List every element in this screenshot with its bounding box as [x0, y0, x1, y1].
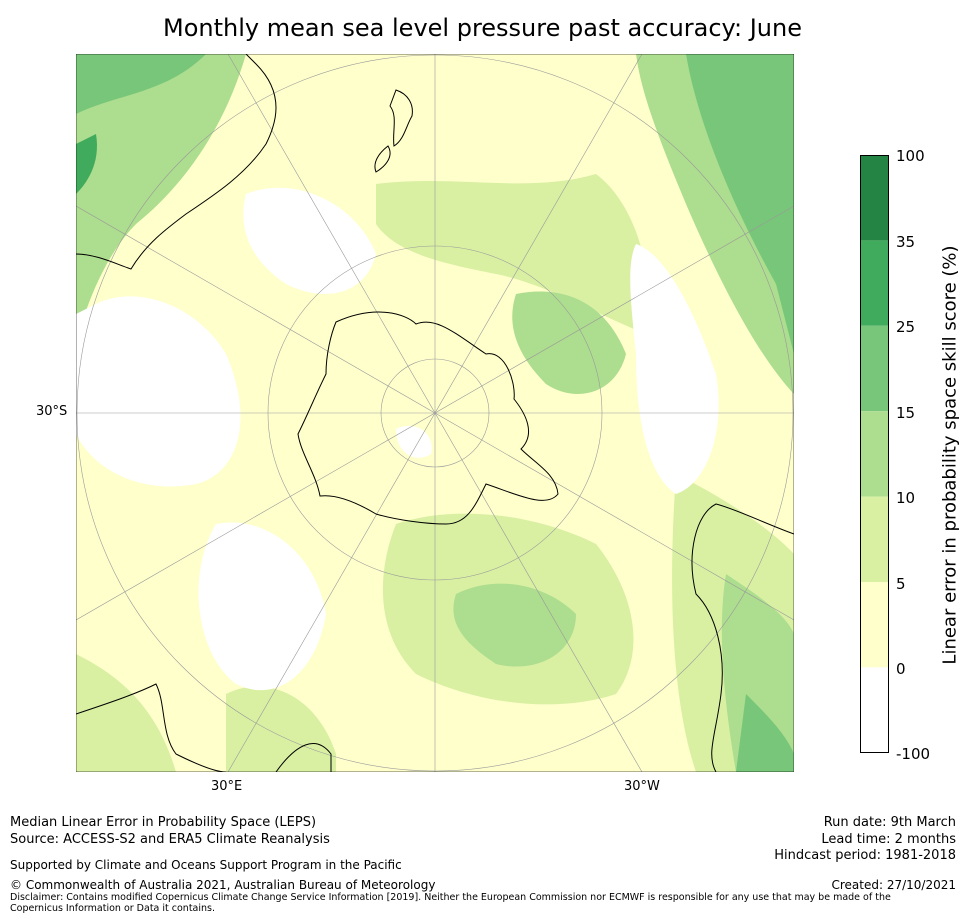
method-text: Median Linear Error in Probability Space… [10, 815, 317, 830]
colorbar-tick: 10 [896, 489, 916, 507]
support-text: Supported by Climate and Oceans Support … [10, 858, 402, 872]
colorbar-tick: -100 [896, 745, 931, 763]
antarctica-coastline [297, 311, 559, 525]
colorbar-tick: 0 [896, 660, 906, 678]
chart-title: Monthly mean sea level pressure past acc… [162, 14, 802, 42]
new-zealand-coastline [374, 145, 391, 173]
patch-dark [76, 134, 97, 194]
lead-time-text: Lead time: 2 months [821, 832, 956, 847]
patch-mid [721, 574, 794, 772]
australia-coastline [76, 54, 277, 270]
south-america-coastline [691, 503, 794, 772]
patch-light [76, 654, 176, 772]
patch-mid [636, 54, 794, 394]
colorbar-bin [860, 582, 889, 668]
colorbar-border [860, 155, 889, 753]
longitude-label-west: 30°W [624, 779, 660, 794]
graticule [76, 54, 794, 772]
created-text: Created: 27/10/2021 [831, 878, 956, 892]
madagascar-coastline [275, 743, 332, 772]
copyright-text: © Commonwealth of Australia 2021, Austra… [10, 878, 436, 892]
disclaimer-text: Disclaimer: Contains modified Copernicus… [10, 892, 891, 914]
meridian-line [76, 205, 794, 621]
colorbar-tick: 100 [896, 147, 925, 165]
colorbar-bin [860, 155, 889, 241]
colorbar-bin [860, 411, 889, 497]
polar-map [76, 54, 794, 772]
longitude-label-east: 30°E [211, 779, 243, 794]
colorbar-tick: 25 [896, 318, 916, 336]
map-canvas [76, 54, 794, 772]
colorbar-bin [860, 496, 889, 582]
source-text: Source: ACCESS-S2 and ERA5 Climate Reana… [10, 832, 330, 847]
latitude-label: 30°S [36, 404, 68, 419]
patch-light [376, 174, 649, 334]
africa-coastline [76, 683, 227, 772]
patch-mid [512, 291, 626, 394]
colorbar [860, 155, 889, 753]
colorbar-tick: 15 [896, 404, 916, 422]
colorbar-tick: 5 [896, 575, 906, 593]
colorbar-label: Linear error in probability space skill … [939, 245, 961, 665]
run-date-text: Run date: 9th March [823, 815, 956, 830]
patch-white [243, 187, 376, 294]
patch-light [226, 686, 336, 772]
patch-mid [76, 54, 246, 344]
patch-green [736, 694, 794, 772]
patch-white [198, 522, 326, 691]
coastlines [76, 54, 794, 772]
colorbar-tick: 35 [896, 233, 916, 251]
hindcast-text: Hindcast period: 1981-2018 [774, 848, 956, 863]
colorbar-bin [860, 667, 889, 753]
patch-white [630, 244, 719, 494]
patch-white [76, 296, 241, 487]
new-zealand-coastline [389, 89, 413, 147]
colorbar-bin [860, 240, 889, 326]
skill-patches [76, 54, 794, 772]
colorbar-bin [860, 325, 889, 412]
